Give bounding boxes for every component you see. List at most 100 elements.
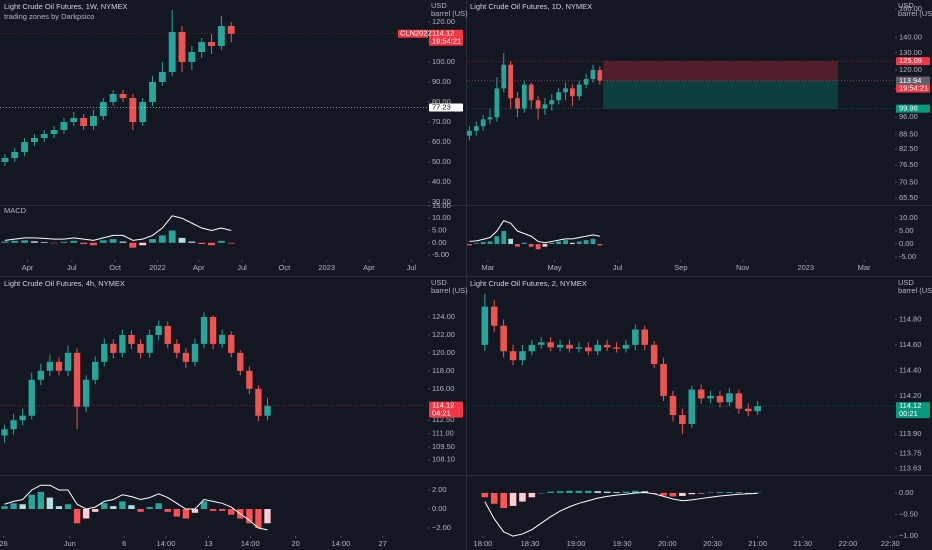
unit-label: USD — [431, 1, 447, 10]
macd-histogram-bar — [64, 504, 72, 509]
x-tick-label: 22:30 — [881, 539, 900, 548]
x-tick-label: 14:00 — [157, 539, 176, 548]
candle-body — [137, 343, 144, 353]
macd-histogram-bar — [744, 492, 752, 494]
position-stop-zone — [603, 80, 839, 109]
candle-body — [603, 344, 611, 348]
candle-body — [547, 342, 554, 348]
candle-body — [679, 415, 686, 424]
y-tick-label: 113.63 — [899, 464, 921, 473]
candle-body — [490, 306, 498, 326]
price-tag-label: 114.12 — [432, 401, 454, 410]
candle-body — [228, 334, 235, 353]
candle-body — [613, 347, 620, 349]
y-tick-label: 160.00 — [899, 4, 922, 13]
y-tick-label: 96.00 — [899, 112, 918, 121]
candle-body — [46, 361, 54, 371]
macd-histogram-bar — [173, 508, 180, 517]
y-tick-label: 120.00 — [432, 348, 455, 357]
chart-title: Light Crude Oil Futures, 4h, NYMEX — [4, 279, 125, 288]
candle-body — [480, 119, 486, 127]
x-tick-label: 27 — [378, 539, 386, 548]
x-tick-label: Mar — [482, 263, 495, 272]
price-tag — [896, 104, 930, 113]
candle-body — [509, 351, 517, 361]
x-tick-label: 14:00 — [332, 539, 351, 548]
macd-histogram-bar — [754, 492, 761, 494]
macd-histogram-bar — [501, 231, 507, 245]
candle-body — [585, 347, 592, 352]
macd-histogram-bar — [11, 240, 19, 243]
price-tag-time: 00:21 — [899, 409, 918, 418]
macd-histogram-bar — [129, 242, 137, 248]
macd-histogram-bar — [119, 241, 127, 243]
candle-body — [139, 102, 147, 122]
candle-body — [487, 117, 493, 120]
macd-histogram-bar — [155, 503, 162, 509]
macd-histogram-bar — [508, 238, 514, 245]
macd-histogram-bar — [481, 492, 489, 498]
macd-y-tick-label: -5.00 — [432, 250, 449, 259]
macd-histogram-bar — [566, 490, 573, 493]
candle-body — [188, 52, 196, 62]
unit-label: barrel (US) — [898, 9, 932, 18]
price-tag-time: 19:54:21 — [899, 84, 928, 93]
x-tick-label: Jun — [64, 539, 76, 548]
macd-line — [4, 215, 232, 241]
macd-histogram-bar — [622, 491, 630, 493]
macd-histogram-bar — [521, 242, 527, 245]
x-tick-label: 26 — [0, 539, 8, 548]
macd-histogram-bar — [576, 241, 582, 245]
x-tick-label: Apr — [193, 263, 205, 272]
macd-histogram-bar — [158, 235, 166, 243]
macd-histogram-bar — [200, 501, 208, 509]
macd-histogram-bar — [583, 240, 589, 245]
x-tick-label: Apr — [22, 263, 34, 272]
price-tag-label: 125.09 — [899, 56, 922, 65]
candle-body — [128, 334, 135, 344]
candle-body — [566, 344, 573, 349]
candle-body — [528, 84, 534, 101]
candle-body — [164, 325, 171, 344]
candle-body — [182, 352, 190, 362]
price-tag — [429, 103, 463, 112]
symbol-tag-label: CLN2022 — [400, 29, 432, 38]
chart-title: Light Crude Oil Futures, 2, NYMEX — [470, 279, 587, 288]
candle-body — [200, 316, 208, 344]
candle-body — [650, 344, 658, 364]
macd-histogram-bar — [697, 492, 705, 494]
macd-histogram-bar — [603, 491, 611, 493]
macd-histogram-bar — [208, 242, 215, 246]
macd-histogram-bar — [735, 492, 743, 494]
candle-body — [494, 88, 500, 118]
candle-body — [168, 32, 176, 72]
macd-histogram-bar — [28, 494, 35, 509]
macd-label: MACD — [4, 206, 27, 215]
macd-histogram-bar — [547, 491, 554, 493]
macd-histogram-bar — [264, 508, 271, 524]
macd-histogram-bar — [188, 241, 196, 243]
macd-histogram-bar — [597, 244, 603, 246]
price-tag — [429, 401, 463, 418]
price-tag — [896, 402, 930, 419]
candle-body — [519, 351, 526, 361]
macd-histogram-bar — [509, 492, 517, 506]
macd-histogram-bar — [119, 501, 126, 509]
macd-histogram-bar — [55, 506, 63, 509]
y-tick-label: 124.00 — [432, 312, 455, 321]
x-tick-label: 13 — [204, 539, 212, 548]
macd-histogram-bar — [1, 241, 9, 243]
y-tick-label: 40.00 — [432, 177, 451, 186]
macd-y-tick-label: 0.00 — [432, 504, 447, 513]
candle-body — [744, 408, 752, 412]
macd-histogram-bar — [515, 244, 520, 247]
candle-body — [90, 116, 97, 126]
macd-histogram-bar — [60, 241, 68, 243]
macd-histogram-bar — [218, 508, 226, 511]
candle-body — [569, 88, 575, 97]
candle-body — [55, 361, 63, 371]
macd-histogram-bar — [688, 492, 696, 495]
candle-body — [11, 152, 19, 158]
macd-histogram-bar — [494, 236, 500, 245]
candle-body — [590, 69, 596, 79]
